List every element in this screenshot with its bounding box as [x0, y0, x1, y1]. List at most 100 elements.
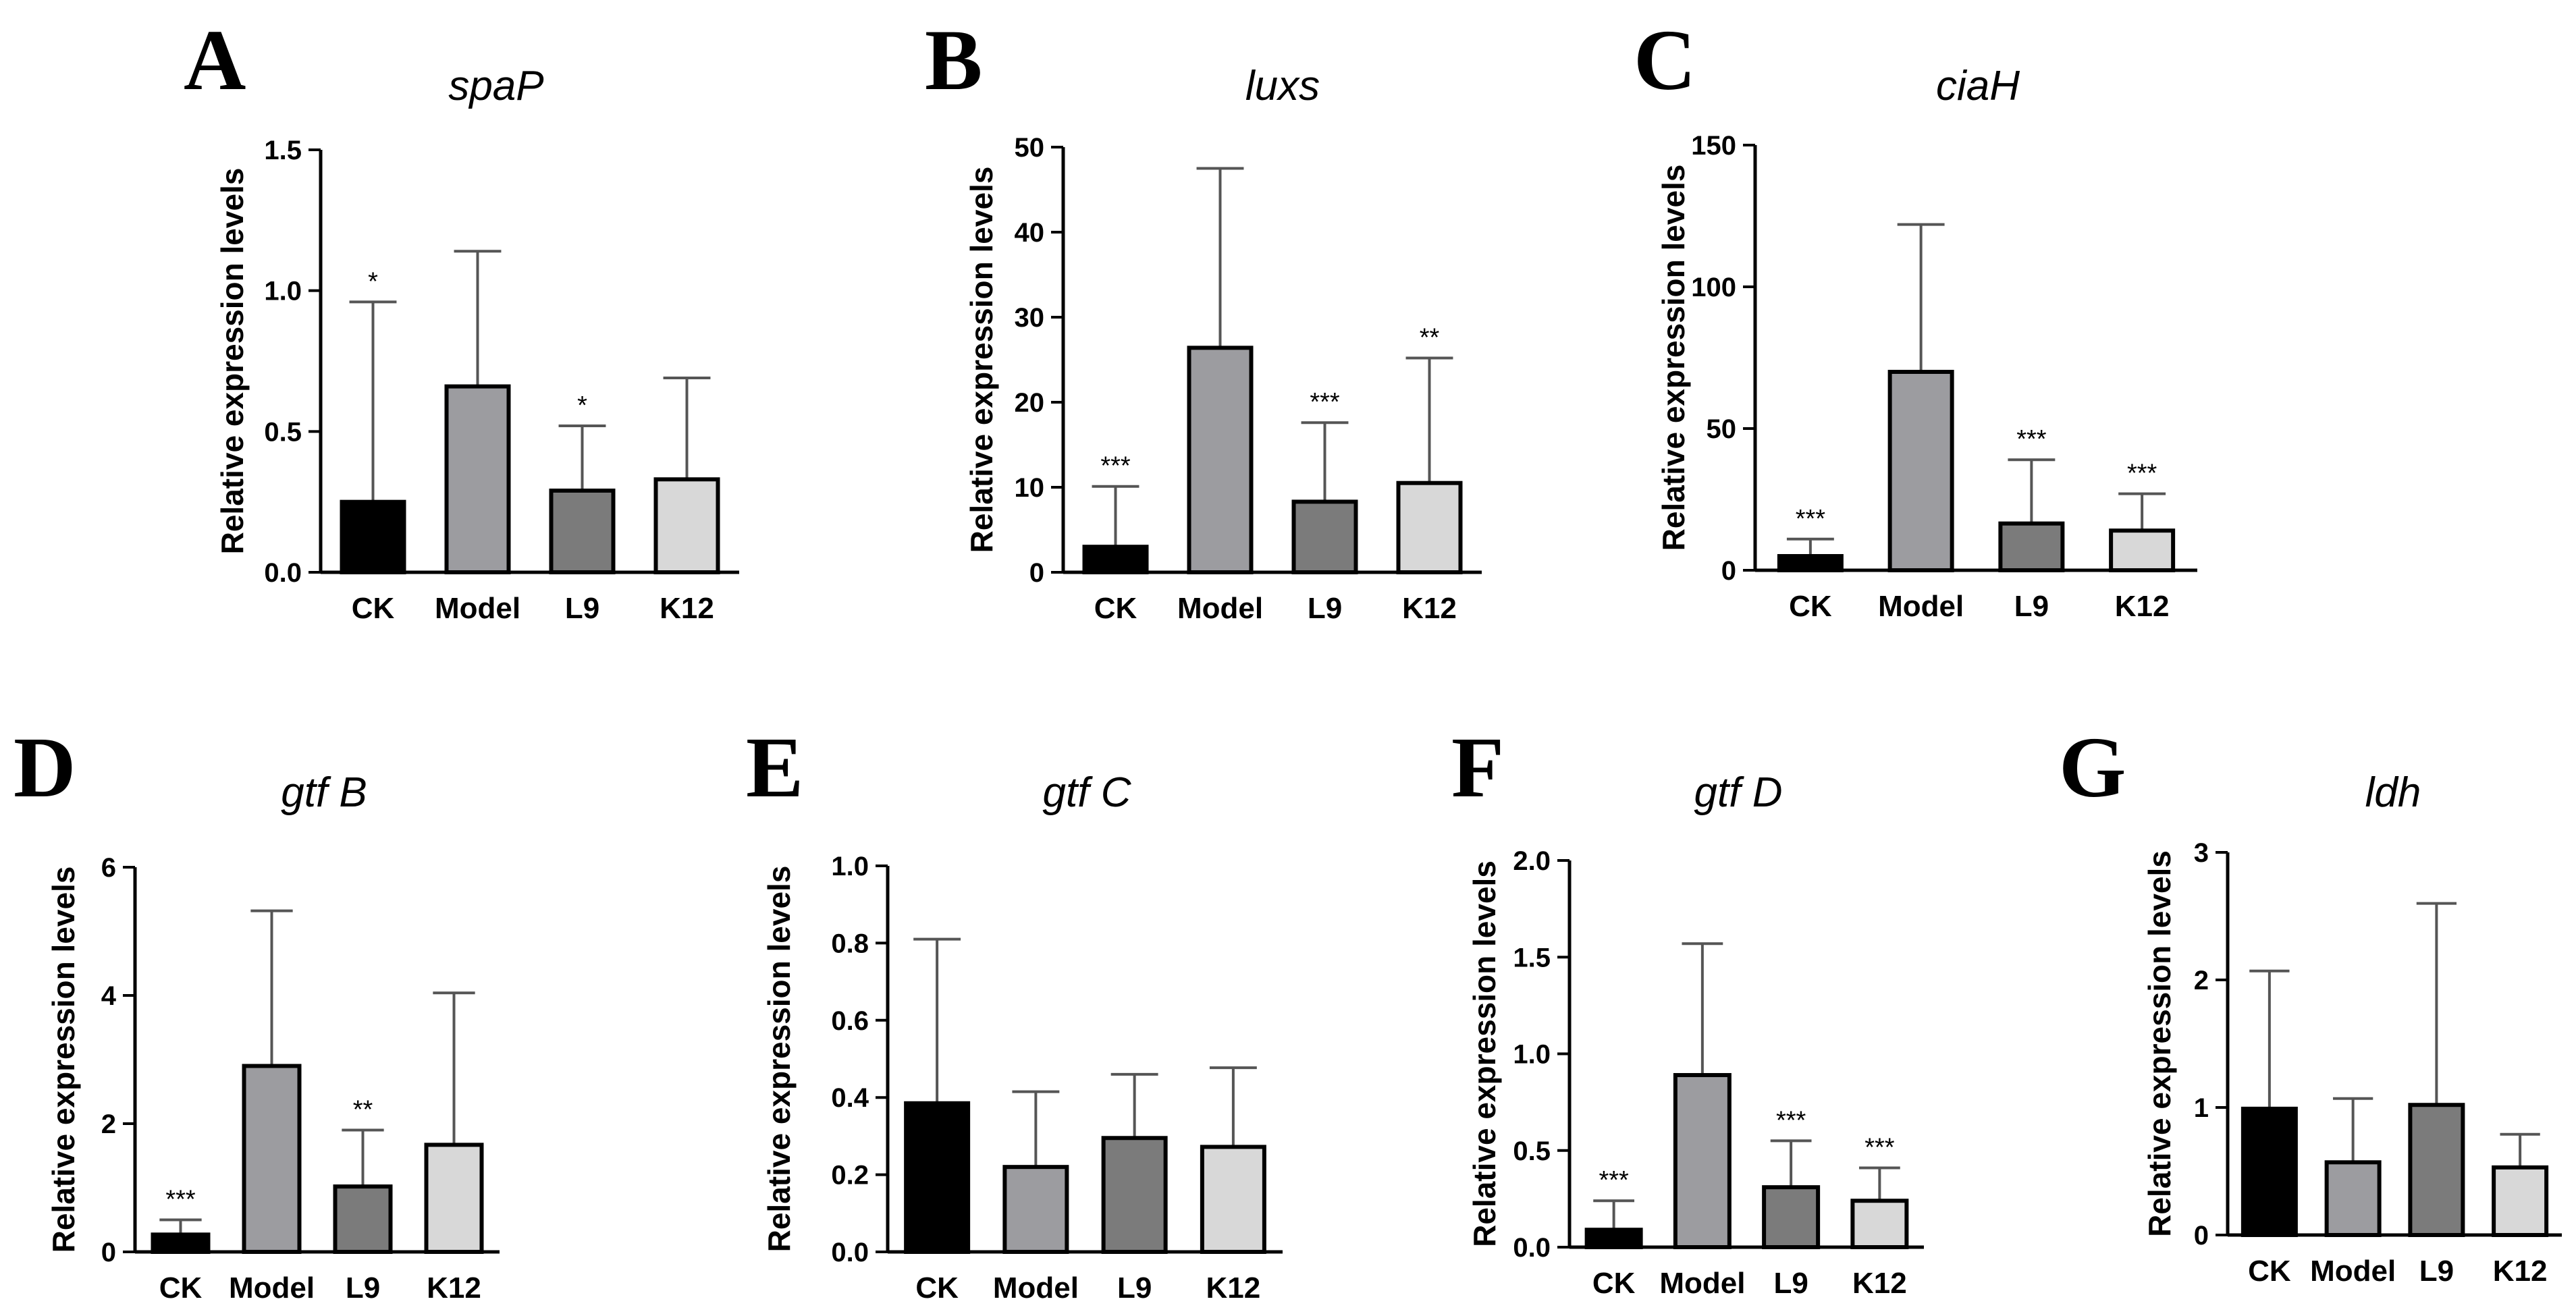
y-tick-label: 0.4	[831, 1083, 869, 1113]
bar-l9	[333, 1184, 393, 1254]
y-tick-label: 10	[1015, 473, 1045, 503]
y-tick-label: 50	[1707, 414, 1737, 444]
x-tick-label: L9	[565, 592, 599, 625]
bar-ck	[1584, 1228, 1643, 1249]
x-tick-label: CK	[352, 592, 395, 625]
chart-title: luxs	[1245, 63, 1320, 109]
x-tick-label: K12	[2115, 590, 2170, 623]
x-tick-label: L9	[1117, 1271, 1152, 1305]
significance-label: ***	[165, 1186, 196, 1214]
y-tick-label: 0	[101, 1238, 116, 1267]
y-tick-label: 0.6	[831, 1006, 869, 1036]
x-tick-label: Model	[1177, 592, 1263, 625]
y-tick-label: 6	[101, 853, 116, 883]
y-tick-label: 0.0	[264, 558, 302, 588]
x-tick-label: K12	[2493, 1255, 2548, 1288]
significance-label: ***	[2016, 425, 2047, 454]
x-tick-label: Model	[2310, 1255, 2396, 1288]
y-axis-label: Relative expression levels	[761, 866, 797, 1253]
y-tick-label: 2	[2194, 966, 2209, 995]
significance-label: ***	[2127, 460, 2157, 488]
y-axis-label: Relative expression levels	[1467, 860, 1502, 1247]
y-tick-label: 0.2	[831, 1161, 869, 1190]
bar-model	[1887, 370, 1954, 572]
bar-ck	[151, 1232, 211, 1254]
y-tick-label: 0	[1029, 558, 1044, 588]
bar-k12	[1850, 1199, 1909, 1249]
y-tick-label: 0	[1721, 556, 1736, 586]
y-axis-label: Relative expression levels	[964, 167, 999, 553]
y-tick-label: 1.0	[1513, 1040, 1551, 1070]
x-tick-label: Model	[435, 592, 520, 625]
x-tick-label: L9	[346, 1271, 380, 1305]
bar-model	[1673, 1073, 1732, 1250]
x-tick-label: CK	[915, 1271, 959, 1305]
y-axis-label: Relative expression levels	[1656, 165, 1691, 551]
panel-letter: A	[184, 12, 246, 108]
x-tick-label: L9	[2419, 1255, 2454, 1288]
y-tick-label: 1.0	[831, 852, 869, 881]
y-tick-label: 0.5	[264, 417, 302, 447]
x-tick-label: K12	[1402, 592, 1457, 625]
y-tick-label: 1.0	[264, 277, 302, 306]
y-tick-label: 2.0	[1513, 846, 1551, 876]
y-tick-label: 0.5	[1513, 1136, 1551, 1166]
chart-title: gtf C	[1043, 769, 1132, 816]
bar-k12	[424, 1143, 484, 1254]
x-tick-label: L9	[1773, 1267, 1808, 1300]
y-tick-label: 0	[2194, 1221, 2209, 1251]
y-axis-label: Relative expression levels	[215, 168, 250, 555]
significance-label: ***	[1599, 1166, 1629, 1195]
bar-l9	[549, 488, 616, 574]
panel-letter: F	[1451, 719, 1504, 815]
y-tick-label: 1	[2194, 1093, 2209, 1123]
bar-l9	[2408, 1103, 2465, 1237]
bar-model	[1002, 1165, 1069, 1255]
bar-k12	[1396, 481, 1463, 575]
bar-l9	[1762, 1185, 1821, 1250]
panel-letter: B	[925, 12, 982, 108]
y-tick-label: 0.0	[1513, 1233, 1551, 1263]
x-tick-label: Model	[993, 1271, 1079, 1305]
bar-model	[1187, 346, 1254, 574]
significance-label: ***	[1100, 452, 1131, 481]
significance-label: ***	[1796, 505, 1826, 533]
bar-k12	[2109, 528, 2176, 573]
bar-l9	[1998, 521, 2065, 573]
x-tick-label: CK	[1789, 590, 1832, 623]
y-tick-label: 2	[101, 1109, 116, 1139]
y-tick-label: 30	[1015, 303, 1045, 333]
significance-label: *	[577, 391, 587, 420]
y-tick-label: 40	[1015, 218, 1045, 248]
significance-label: *	[368, 267, 378, 296]
y-tick-label: 4	[101, 981, 117, 1011]
y-tick-label: 20	[1015, 388, 1045, 418]
significance-label: ***	[1310, 388, 1340, 416]
significance-label: **	[353, 1096, 373, 1124]
bar-ck	[1082, 545, 1149, 575]
y-tick-label: 3	[2194, 838, 2209, 868]
panel-letter: C	[1634, 12, 1696, 108]
x-tick-label: K12	[427, 1271, 481, 1305]
panel-letter: D	[14, 719, 76, 815]
x-tick-label: K12	[1206, 1271, 1261, 1305]
x-tick-label: Model	[229, 1271, 315, 1305]
y-tick-label: 50	[1015, 133, 1045, 163]
bar-model	[2324, 1160, 2382, 1238]
bar-l9	[1101, 1136, 1168, 1255]
bar-ck	[1777, 554, 1844, 572]
x-tick-label: K12	[660, 592, 714, 625]
bar-ck	[904, 1101, 971, 1255]
panel-letter: G	[2059, 719, 2126, 815]
bar-model	[444, 384, 511, 574]
x-tick-label: CK	[1592, 1267, 1636, 1300]
chart-title: gtf D	[1694, 769, 1783, 816]
x-tick-label: CK	[1094, 592, 1137, 625]
x-tick-label: K12	[1852, 1267, 1907, 1300]
x-tick-label: Model	[1878, 590, 1964, 623]
chart-title: gtf B	[281, 769, 367, 816]
chart-title: ldh	[2365, 769, 2421, 816]
